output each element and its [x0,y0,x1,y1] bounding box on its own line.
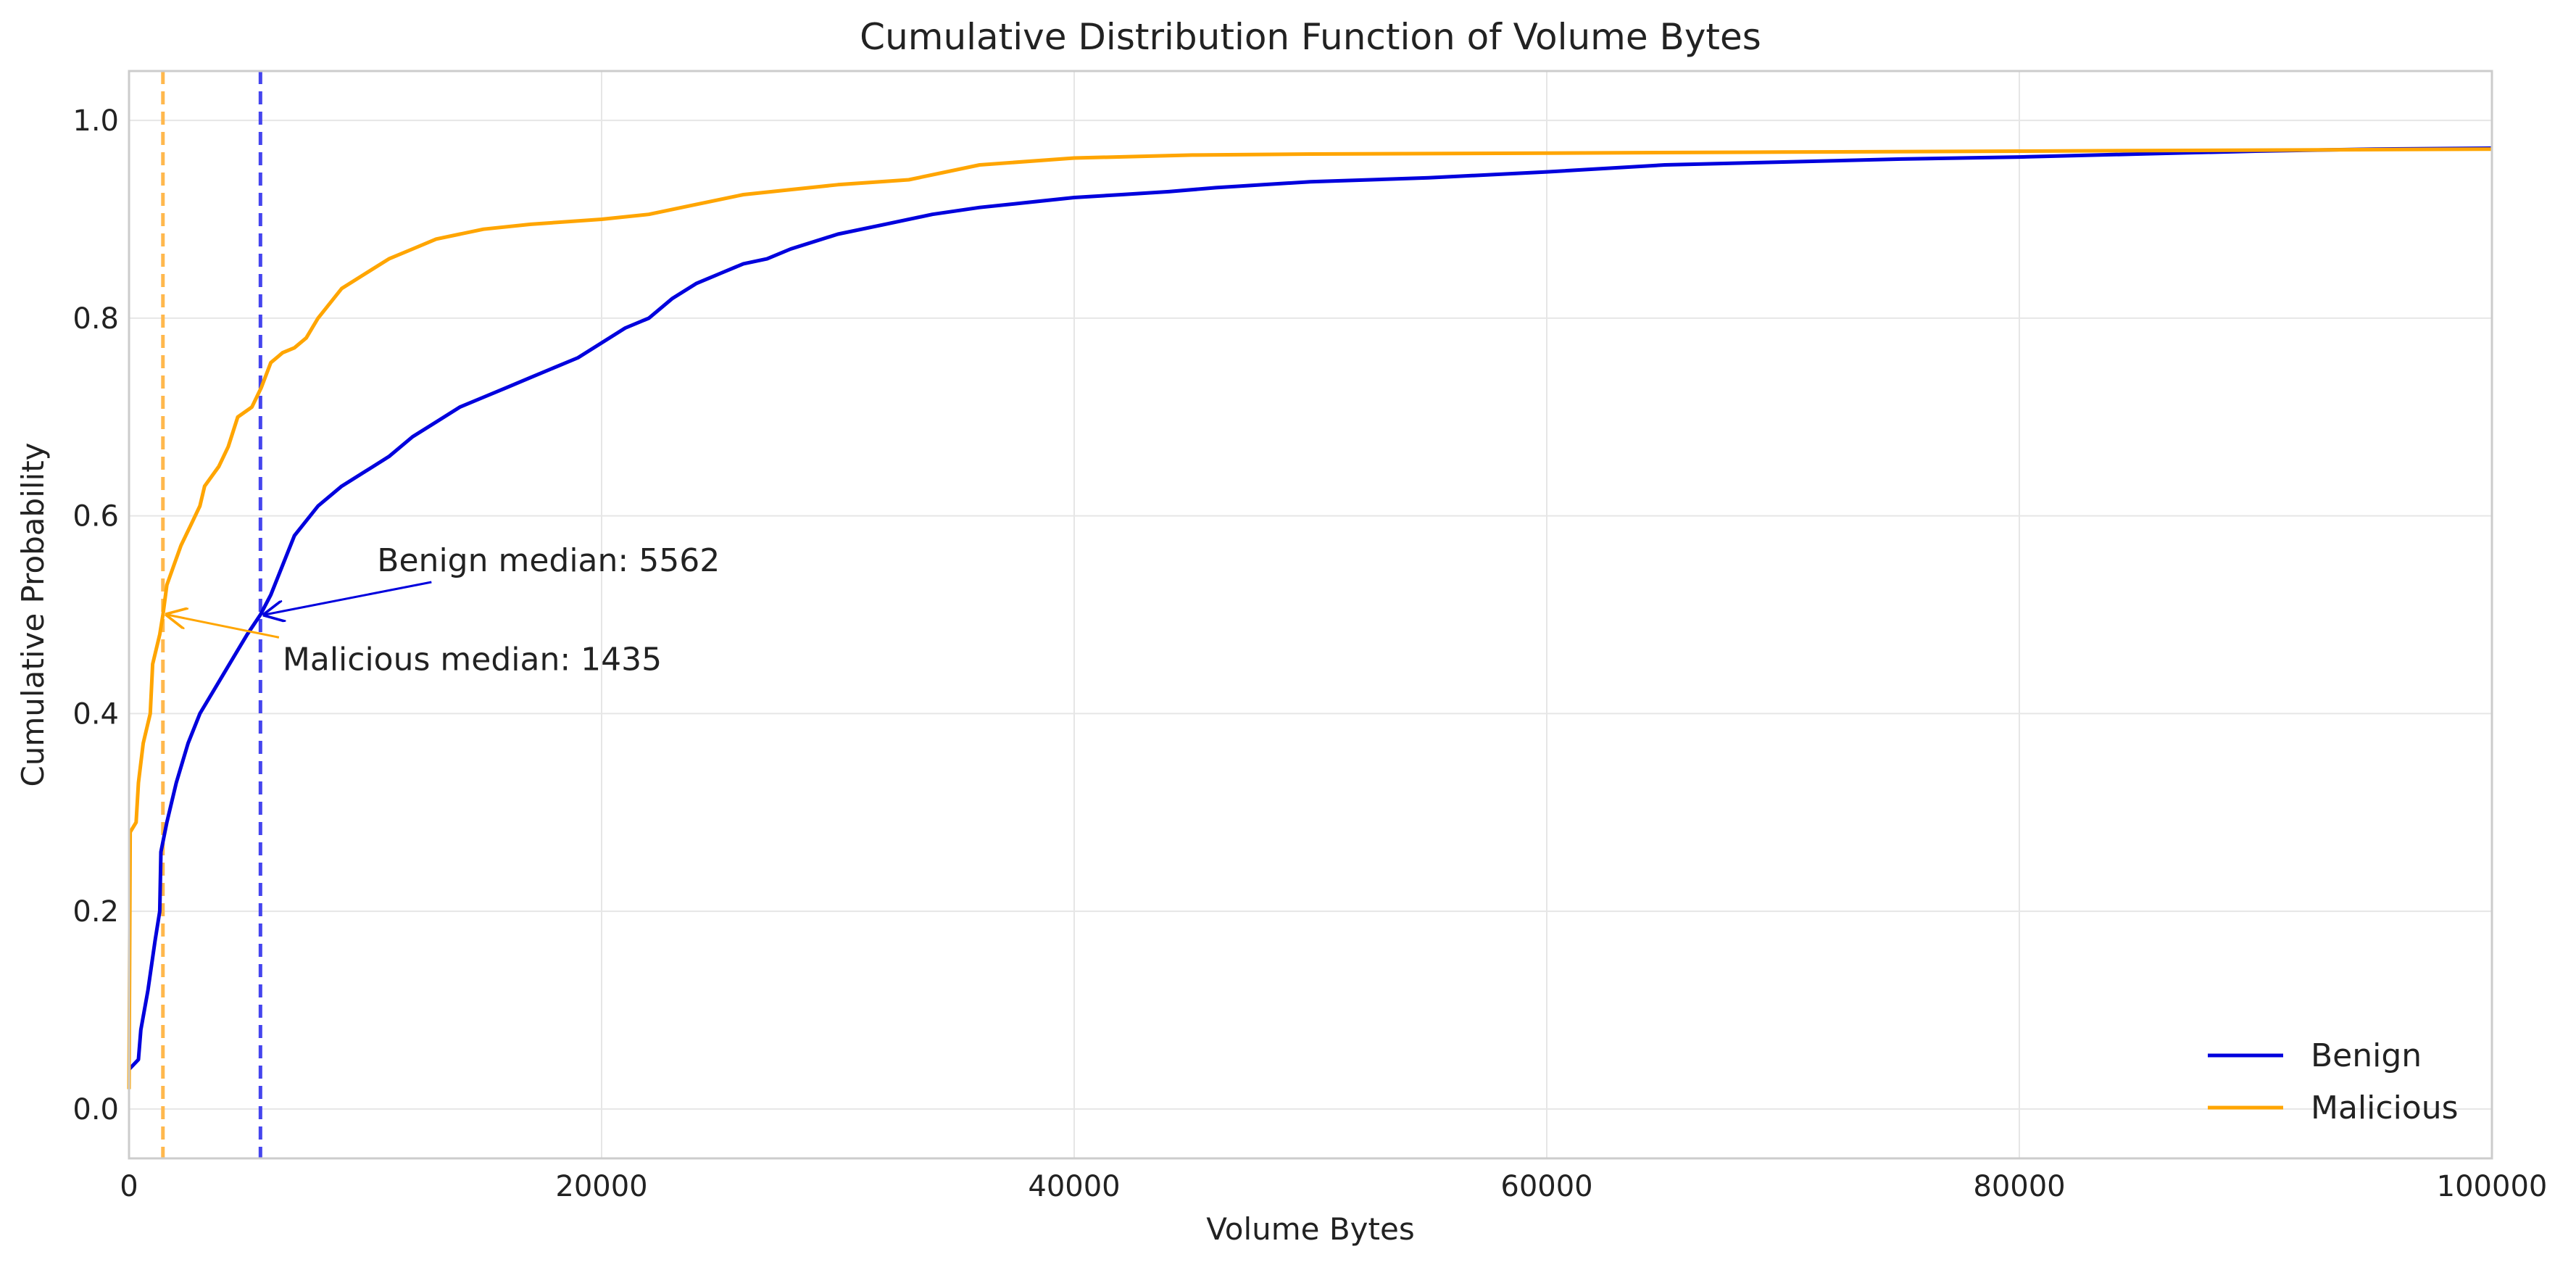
benign-cdf-line [128,146,2493,1071]
y-tick-label: 0.6 [72,500,119,534]
chart-title: Cumulative Distribution Function of Volu… [860,16,1761,58]
benign-median-annotation: Benign median: 5562 [377,542,720,579]
benign-median-arrow [265,581,432,615]
y-tick-label: 0.2 [72,895,119,929]
x-tick-label: 60000 [1500,1170,1592,1203]
malicious-legend-label: Malicious [2311,1090,2459,1126]
y-tick-label: 0.0 [72,1093,119,1126]
x-tick-label: 0 [120,1170,138,1203]
median-lines [161,71,262,1158]
benign-legend-label: Benign [2311,1037,2422,1074]
x-tick-label: 100000 [2437,1170,2548,1203]
y-axis-label: Cumulative Probability [15,442,51,787]
y-tick-label: 0.4 [72,697,119,731]
legend: Benign Malicious [2208,1037,2459,1126]
x-axis-label: Volume Bytes [1206,1211,1414,1247]
x-tick-label: 80000 [1973,1170,2065,1203]
y-tick-label: 1.0 [72,104,119,138]
malicious-median-annotation: Malicious median: 1435 [283,641,662,678]
plot-frame [128,70,2493,1160]
malicious-median-arrow [167,615,280,639]
series-lines [127,146,2493,1090]
x-tick-label: 40000 [1028,1170,1120,1203]
annotations: Benign median: 5562 Malicious median: 143… [167,542,720,678]
malicious-cdf-line [127,147,2493,1090]
x-tick-label: 20000 [555,1170,647,1203]
y-tick-label: 0.8 [72,302,119,336]
ticks: 0 20000 40000 60000 80000 100000 0.0 0.2 0.4 0.6 0… [72,104,2547,1203]
